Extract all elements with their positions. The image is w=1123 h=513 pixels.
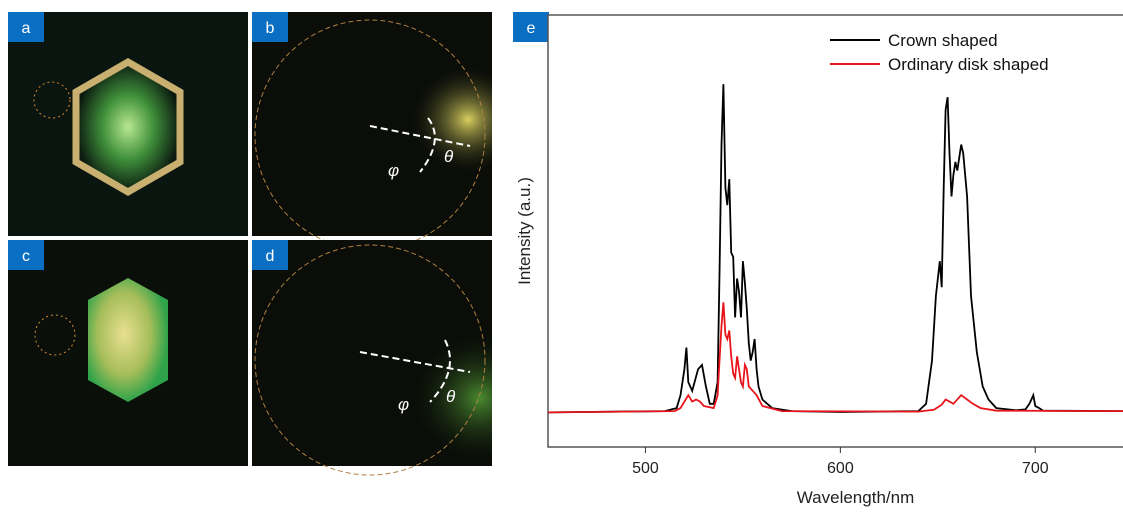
- theta-label: θ: [444, 147, 454, 166]
- series-line: [547, 84, 1123, 414]
- x-tick-label: 500: [632, 460, 659, 477]
- legend-label: Crown shaped: [888, 31, 998, 50]
- panel-b: [252, 12, 492, 251]
- x-axis-label: Wavelength/nm: [797, 488, 914, 507]
- panel-label: d: [266, 248, 275, 265]
- plot-frame: [547, 14, 1123, 448]
- panel-d: [252, 240, 492, 476]
- x-tick-label: 600: [827, 460, 854, 477]
- theta-label: θ: [446, 387, 456, 406]
- panel-label: c: [22, 248, 30, 265]
- phi-label: φ: [398, 395, 409, 414]
- y-axis-label: Intensity (a.u.): [515, 177, 534, 285]
- panel-labels: a b c d e: [8, 12, 549, 270]
- panel-c: [8, 240, 248, 466]
- panel-label: b: [266, 20, 275, 37]
- series-line: [547, 302, 1123, 414]
- panel-a: [8, 12, 248, 236]
- x-tick-label: 700: [1022, 460, 1049, 477]
- legend-label: Ordinary disk shaped: [888, 55, 1049, 74]
- phi-label: φ: [388, 161, 399, 180]
- panel-label: a: [22, 20, 31, 37]
- annotations: φ θ φ θ: [388, 147, 456, 414]
- panel-label: e: [527, 20, 536, 37]
- chart: 500 600 700 Wavelength/nm Intensity (a.u.) Cr…: [515, 14, 1123, 507]
